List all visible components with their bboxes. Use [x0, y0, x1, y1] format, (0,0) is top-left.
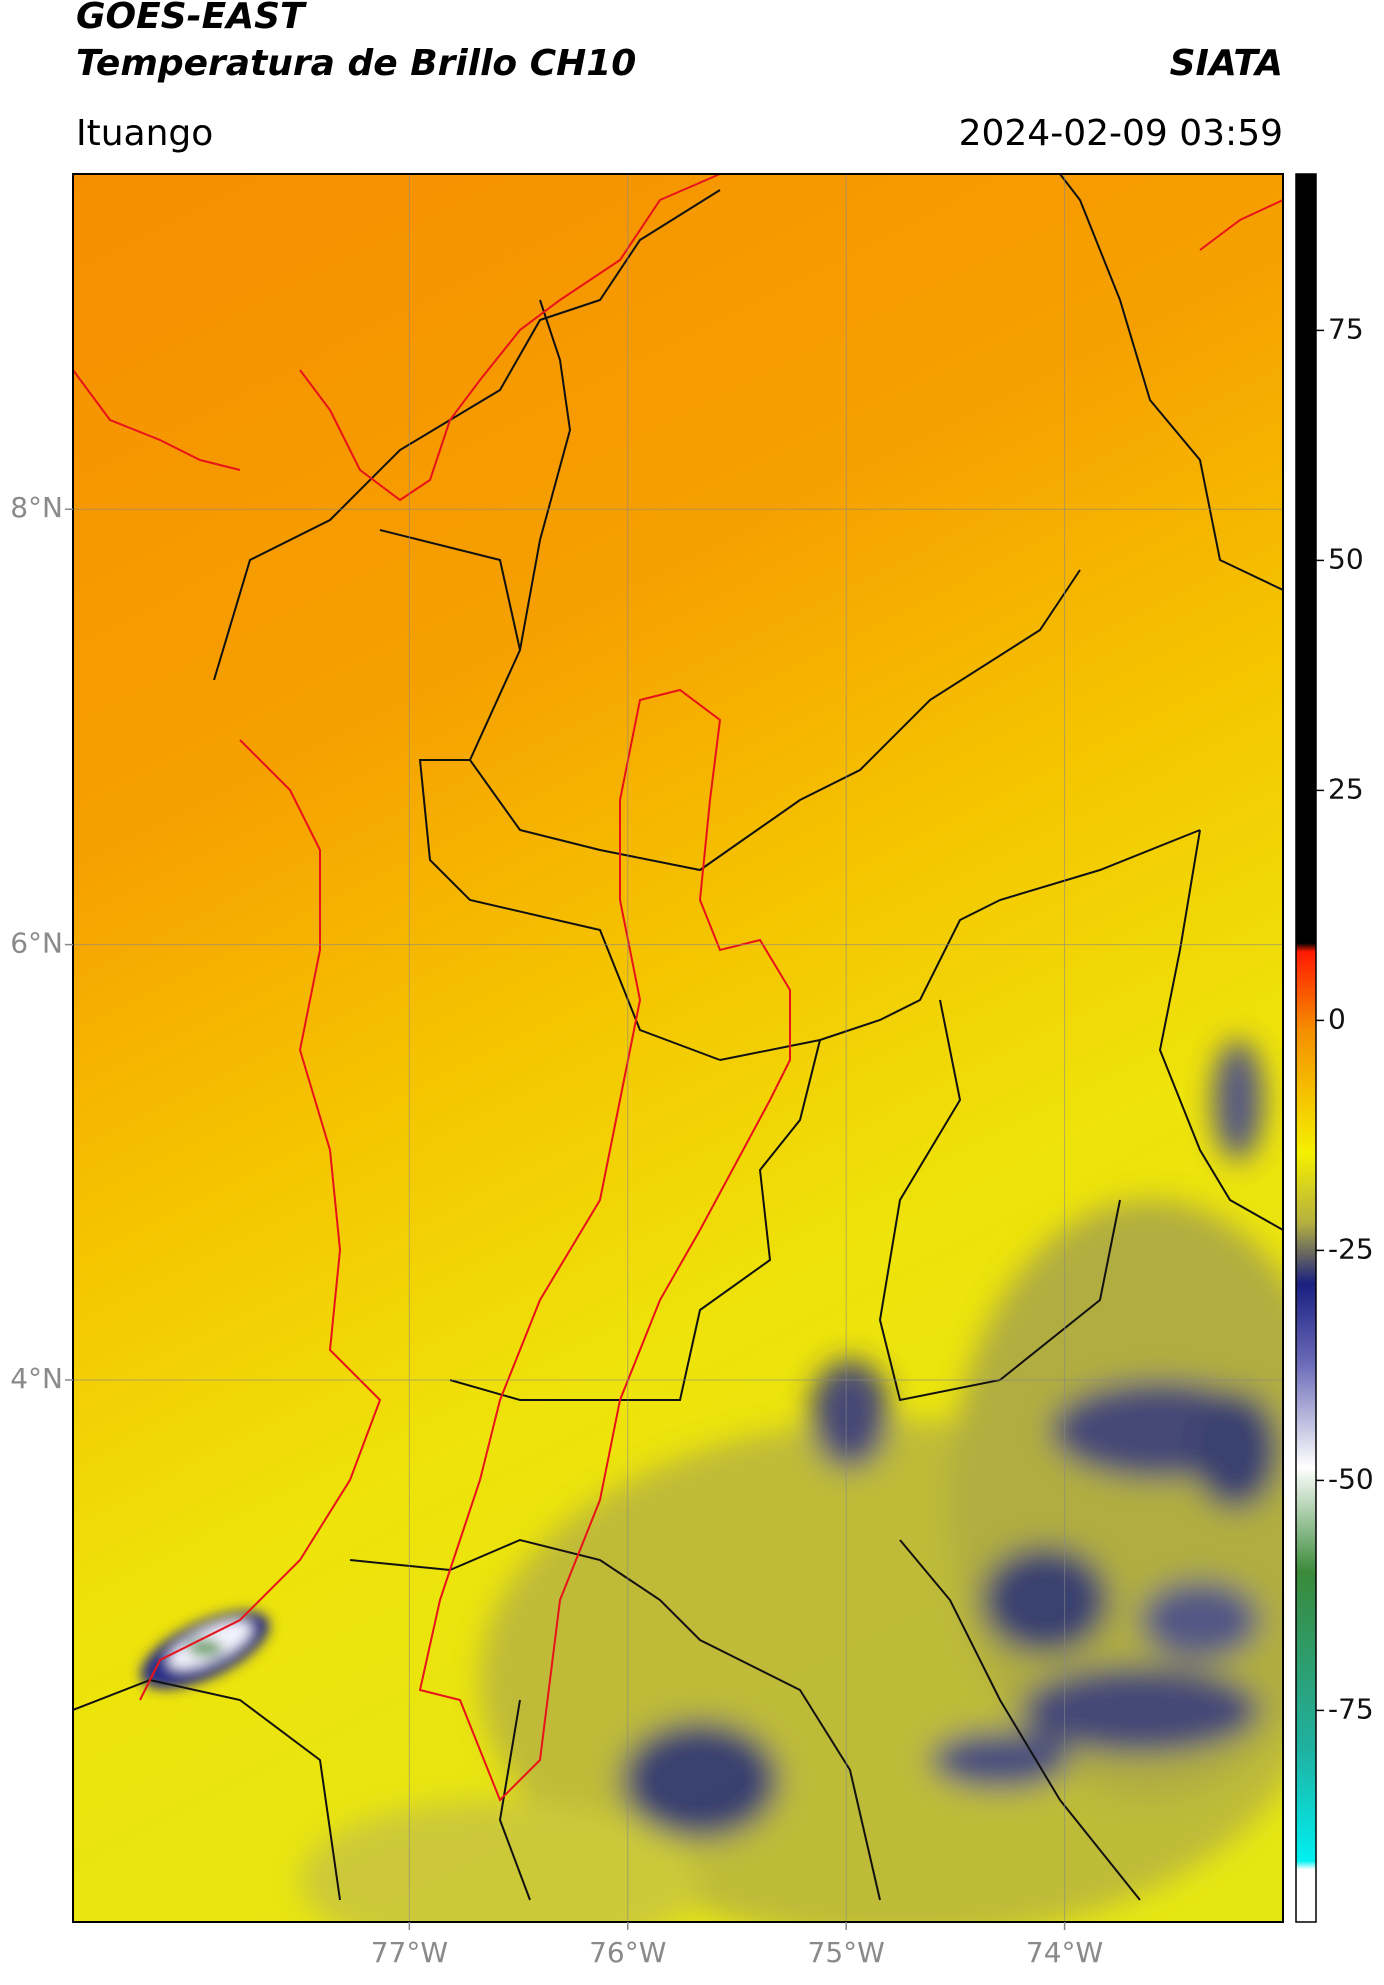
y-tick-label: 8°N	[10, 491, 63, 524]
satellite: GOES-EAST	[76, 0, 307, 37]
colorbar	[1295, 173, 1317, 1923]
y-tick-label: 6°N	[10, 927, 63, 960]
grid	[73, 174, 1283, 1922]
map-frame	[72, 173, 1284, 1923]
x-tick-label: 77°W	[371, 1936, 448, 1969]
agency: SIATA	[1170, 43, 1283, 84]
x-tick-label: 76°W	[589, 1936, 666, 1969]
map-image	[73, 174, 1283, 1922]
colorbar-tick-label: 75	[1328, 312, 1364, 345]
colorbar-tick-label: -25	[1328, 1232, 1374, 1265]
colorbar-tick-label: 0	[1328, 1002, 1346, 1035]
x-tick-label: 75°W	[808, 1936, 885, 1969]
colorbar-tick-label: 25	[1328, 772, 1364, 805]
colorbar-tick-label: -75	[1328, 1692, 1374, 1725]
x-tick-label: 74°W	[1026, 1936, 1103, 1969]
location: Ituango	[76, 113, 213, 154]
timestamp: 2024-02-09 03:59	[959, 113, 1283, 154]
colorbar-tick-label: -50	[1328, 1462, 1374, 1495]
product: Temperatura de Brillo CH10	[76, 43, 636, 84]
colorbar-tick-label: 50	[1328, 542, 1364, 575]
y-tick-label: 4°N	[10, 1362, 63, 1395]
